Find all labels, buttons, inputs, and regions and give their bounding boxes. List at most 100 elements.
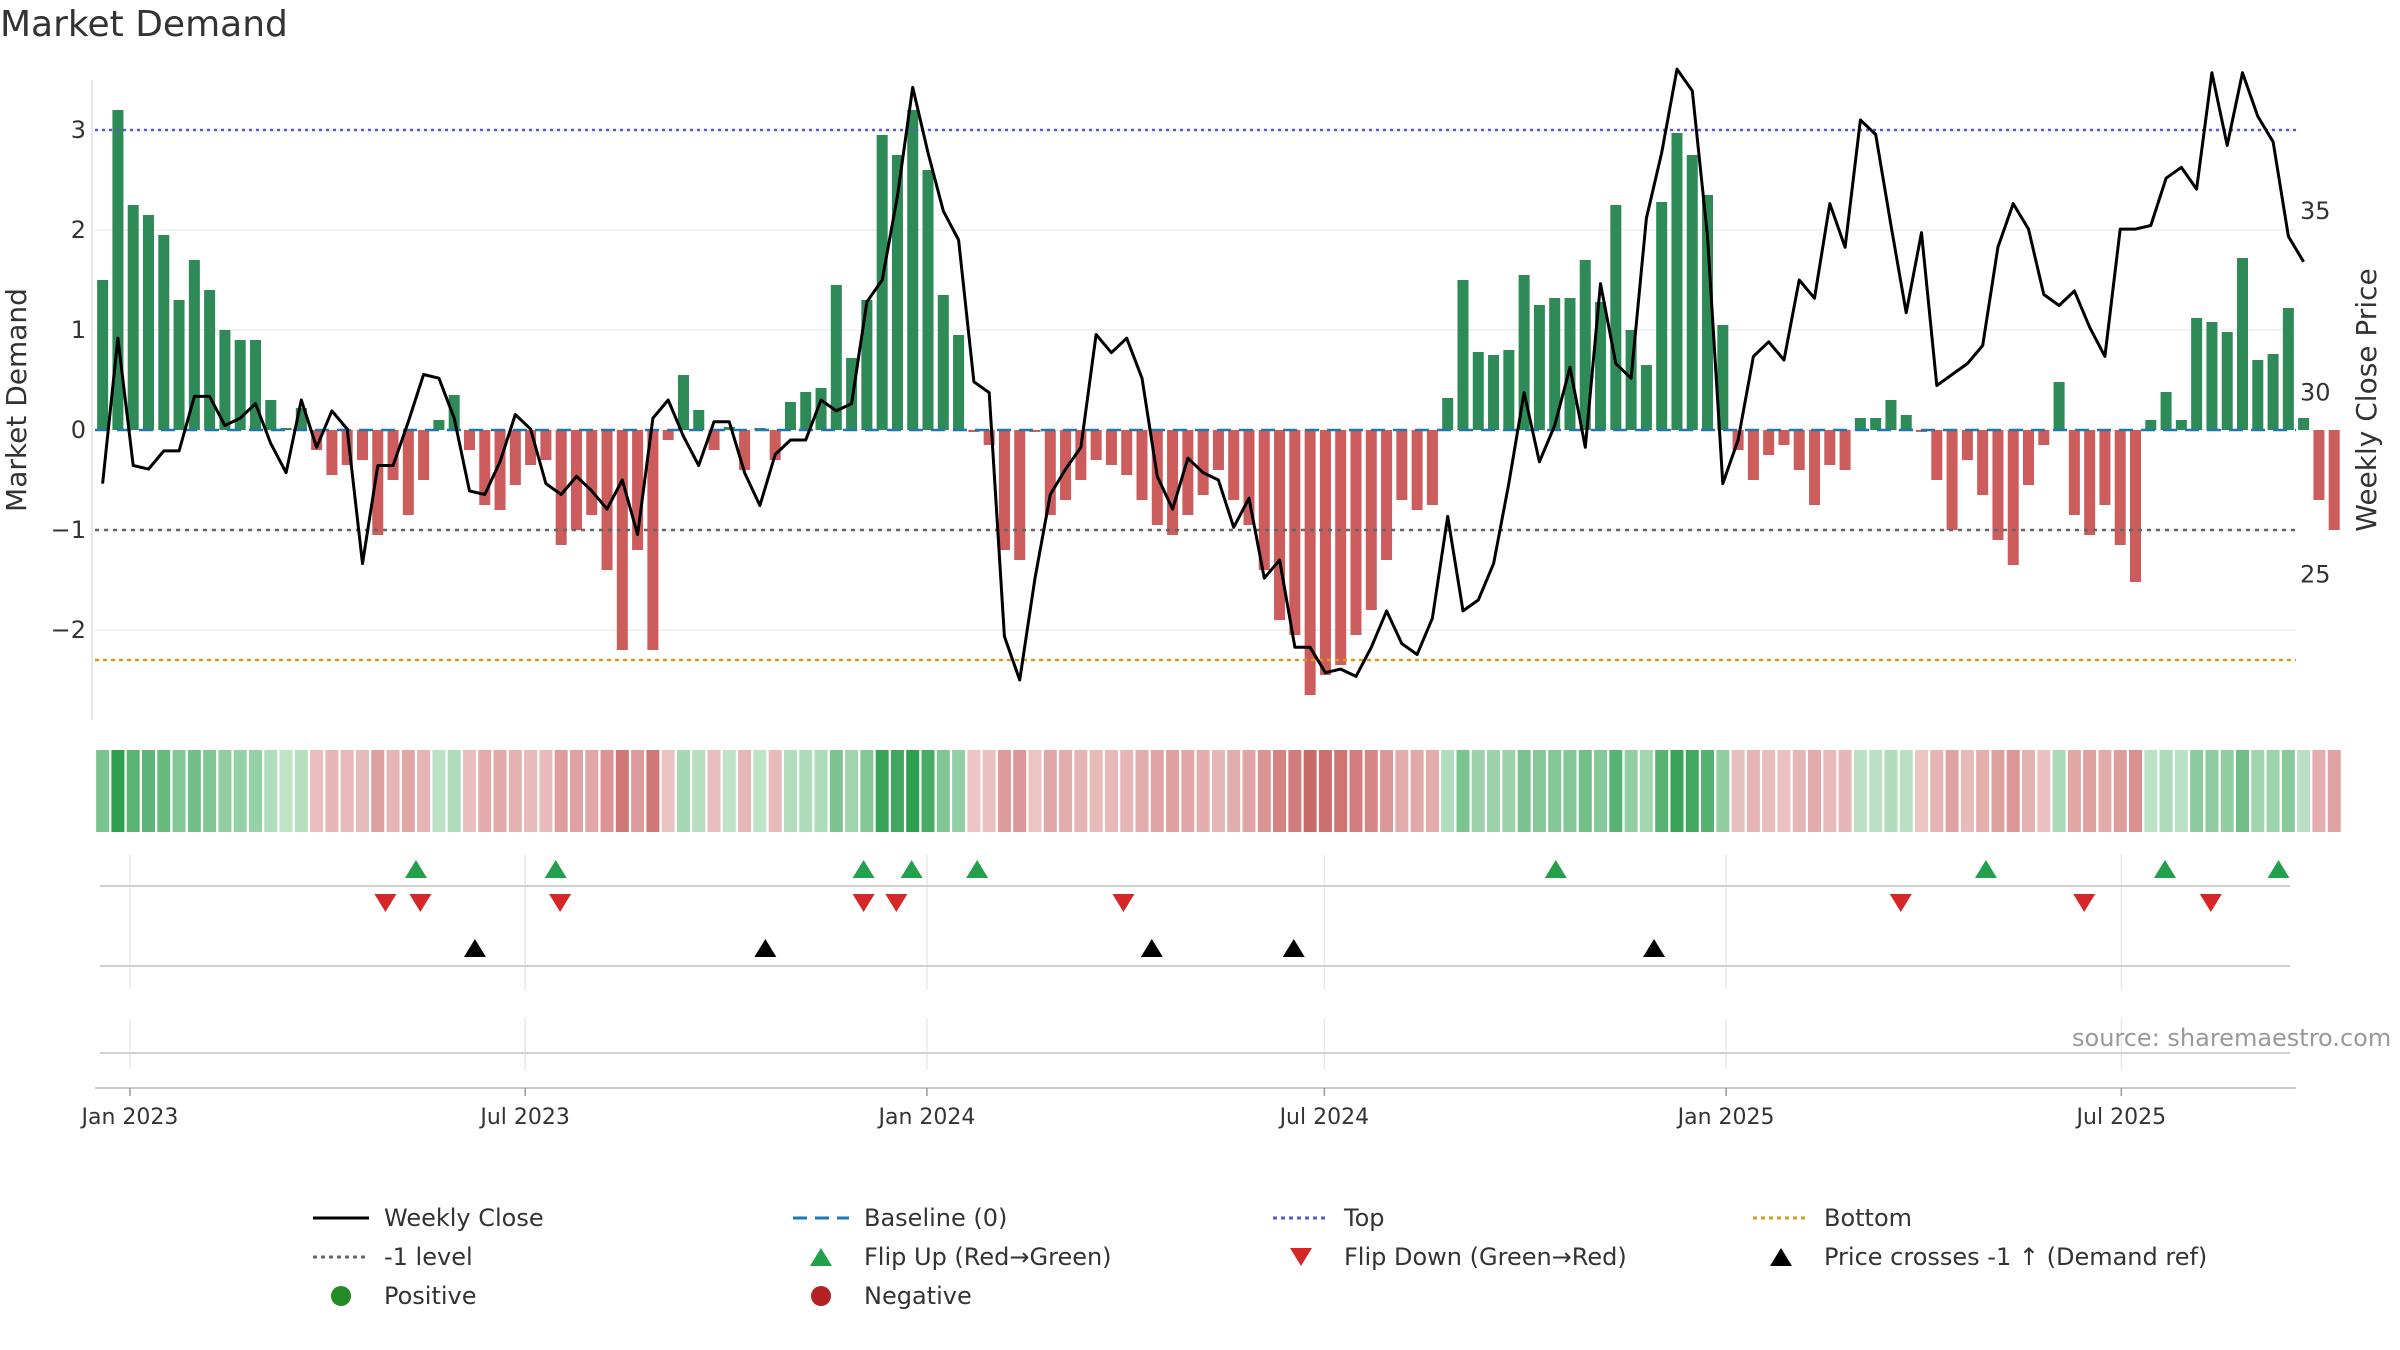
bar-negative [1977,430,1989,495]
bar-negative [525,430,537,465]
heat-cell [1303,750,1317,832]
heat-cell [967,750,981,832]
heat-cell [554,750,568,832]
bar-positive [1640,365,1652,430]
heat-cell [1548,750,1562,832]
heat-cell [768,750,782,832]
legend-label: Baseline (0) [864,1204,1008,1232]
legend-dot-icon [790,1284,852,1308]
heat-cell [1746,750,1760,832]
bar-negative [616,430,628,650]
heat-cell [799,750,813,832]
bar-positive [2175,420,2187,430]
bar-negative [341,430,353,465]
heat-cell [2113,750,2127,832]
bar-negative [1289,430,1301,635]
bar-negative [1411,430,1423,510]
heat-cell [1838,750,1852,832]
bar-negative [463,430,475,450]
heat-cell [1089,750,1103,832]
bar-negative [1060,430,1072,500]
heat-cell [508,750,522,832]
heat-cell [1853,750,1867,832]
source-note: source: sharemaestro.com [2072,1024,2392,1052]
heat-cell [2052,750,2066,832]
y2-tick-label: 35 [2300,197,2331,225]
bar-negative [1961,430,1973,460]
bar-positive [693,410,705,430]
heat-cell [1517,750,1531,832]
heat-cell [753,750,767,832]
heat-cell [936,750,950,832]
bar-positive [433,420,445,430]
heat-cell [1288,750,1302,832]
heat-cell [1823,750,1837,832]
heat-cell [783,750,797,832]
heat-cell [2083,750,2097,832]
bar-negative [1839,430,1851,470]
bar-negative [1824,430,1836,465]
heat-cell [1670,750,1684,832]
heat-cell [355,750,369,832]
heat-cell [1441,750,1455,832]
heat-cell [906,750,920,832]
bar-positive [937,295,949,430]
heat-cell [1639,750,1653,832]
heat-cell [1425,750,1439,832]
heat-cell [1273,750,1287,832]
heat-cell [203,750,217,832]
bar-positive [1533,305,1545,430]
bar-positive [2160,392,2172,430]
bar-positive [800,392,812,430]
bar-negative [647,430,659,650]
legend-label: Top [1344,1204,1385,1232]
heat-cell [1915,750,1929,832]
legend-label: Flip Up (Red→Green) [864,1243,1112,1271]
bar-negative [2007,430,2019,565]
legend-label: Flip Down (Green→Red) [1344,1243,1627,1271]
bar-negative [1763,430,1775,455]
bar-negative [1228,430,1240,500]
heat-cell [2022,750,2036,832]
bar-positive [2298,418,2310,430]
heat-cell [1945,750,1959,832]
bar-positive [219,330,231,430]
bar-positive [1854,418,1866,430]
bar-positive [112,110,124,430]
heat-cell [1609,750,1623,832]
x-tick-label: Jan 2025 [1676,1105,1775,1130]
bar-negative [1365,430,1377,610]
bar-positive [1472,352,1484,430]
bar-positive [1579,260,1591,430]
flip-up-marker [966,860,989,878]
heat-cell [2067,750,2081,832]
heat-cell [172,750,186,832]
heat-cell [875,750,889,832]
x-tick-label: Jan 2023 [79,1105,178,1130]
bar-positive [2252,360,2264,430]
legend-item: Bottom [1750,1204,1912,1232]
heat-cell [2297,750,2311,832]
flip-down-marker [549,894,572,912]
heat-cell [615,750,629,832]
bar-positive [127,205,139,430]
legend-label: Bottom [1824,1204,1913,1232]
heat-cell [1181,750,1195,832]
bar-positive [1686,155,1698,430]
heat-cell [845,750,859,832]
bar-negative [2023,430,2035,485]
bar-negative [586,430,598,515]
bar-negative [311,430,323,450]
bar-positive [173,300,185,430]
flip-down-marker [374,894,397,912]
flip-down-marker [1889,894,1912,912]
bar-positive [2191,318,2203,430]
heat-cell [890,750,904,832]
heat-cell [1884,750,1898,832]
heat-cell [829,750,843,832]
bar-negative [1396,430,1408,500]
bar-negative [540,430,552,460]
reference-lines [95,128,2296,662]
bar-negative [1274,430,1286,620]
bar-negative [387,430,399,480]
